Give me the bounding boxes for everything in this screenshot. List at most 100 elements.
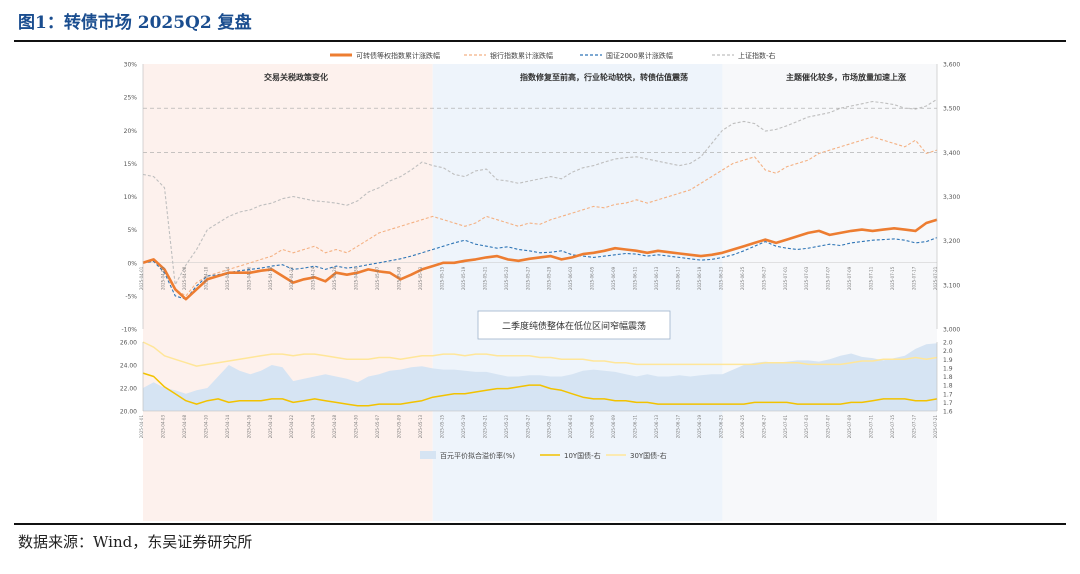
series-10y-line — [142, 372, 938, 407]
x-tick-label: 2025-06-19 — [697, 266, 702, 290]
bottom-x-tick-label: 2025-04-16 — [246, 415, 251, 439]
right-tick-label: 3,000 — [943, 327, 960, 334]
phase-1-background — [143, 64, 433, 521]
x-tick-label: 2025-06-13 — [654, 266, 659, 290]
bottom-x-tick-label: 2025-07-11 — [869, 415, 874, 439]
x-tick-label: 2025-07-07 — [826, 266, 831, 290]
source-note: 数据来源：Wind，东吴证券研究所 — [18, 533, 253, 551]
legend-label-bank-index: 银行指数累计涨跌幅 — [490, 51, 553, 60]
annotation-phase-1: 交易关税政策变化 — [264, 72, 328, 82]
bottom-x-tick-label: 2025-04-10 — [203, 415, 208, 439]
bottom-x-tick-label: 2025-05-07 — [375, 415, 380, 439]
bottom-series — [142, 341, 938, 411]
left-tick-label: 0% — [127, 260, 137, 267]
legend-label-shanghai: 上证指数-右 — [738, 51, 776, 60]
legend-top: 可转债等权指数累计涨跌幅 银行指数累计涨跌幅 国证2000累计涨跌幅 上证指数-… — [330, 51, 776, 60]
x-tick-label: 2025-04-18 — [268, 266, 273, 290]
bottom-x-tick-label: 2025-04-28 — [332, 415, 337, 439]
annotation-bond-text: 二季度纯债整体在低位区间窄幅震荡 — [502, 320, 646, 332]
left-tick-label: 20% — [124, 128, 138, 135]
series-30y-line — [142, 341, 938, 367]
bottom-right-tick-label: 1.8 — [943, 383, 953, 390]
x-tick-label: 2025-04-03 — [160, 266, 165, 290]
x-tick-label: 2025-07-15 — [890, 266, 895, 290]
x-tick-label: 2025-07-21 — [933, 266, 938, 290]
x-tick-label: 2025-06-23 — [718, 266, 723, 290]
x-tick-label: 2025-05-07 — [375, 266, 380, 290]
right-tick-label: 3,200 — [943, 238, 960, 245]
bottom-left-tick-label: 26.00 — [120, 340, 137, 347]
bottom-x-tick-label: 2025-05-15 — [439, 415, 444, 439]
x-tick-label: 2025-05-15 — [439, 266, 444, 290]
phase-2-background — [432, 64, 723, 521]
left-tick-label: 30% — [124, 62, 138, 69]
right-tick-label: 3,500 — [943, 106, 960, 113]
bottom-x-tick-label: 2025-07-01 — [783, 415, 788, 439]
bottom-x-axis-labels: 2025-04-01 2025-04-03 2025-04-08 2025-04-10… — [139, 415, 938, 439]
x-tick-label: 2025-05-27 — [525, 266, 530, 290]
bottom-x-tick-label: 2025-07-21 — [933, 415, 938, 439]
legend-label-30y: 30Y国债-右 — [630, 451, 667, 460]
phase-3-background — [722, 64, 937, 521]
annotation-phase-2: 指数修复至前高，行业轮动较快，转债估值震荡 — [520, 72, 688, 82]
chart: -10% -5% 0% 5% 10% 15% 20% 25% 30% 3,000 3,100 3,20… — [120, 51, 960, 521]
bottom-x-tick-label: 2025-07-17 — [912, 415, 917, 439]
legend-label-csi2000: 国证2000累计涨跌幅 — [606, 51, 673, 60]
bottom-rule — [14, 523, 1066, 525]
left-tick-label: 25% — [124, 95, 138, 102]
bottom-left-tick-label: 24.00 — [120, 363, 137, 370]
x-tick-label: 2025-05-09 — [397, 266, 402, 290]
x-tick-label: 2025-07-17 — [912, 266, 917, 290]
series-csi2000-line — [142, 237, 938, 300]
x-tick-label: 2025-07-03 — [804, 266, 809, 290]
bottom-x-tick-label: 2025-04-22 — [289, 415, 294, 439]
series-bank-index-line — [142, 136, 938, 297]
x-tick-label: 2025-05-13 — [418, 266, 423, 290]
x-tick-label: 2025-05-19 — [461, 266, 466, 290]
bottom-x-tick-label: 2025-04-30 — [354, 415, 359, 439]
left-tick-label: 15% — [124, 161, 138, 168]
bottom-x-tick-label: 2025-06-25 — [740, 415, 745, 439]
bottom-x-tick-label: 2025-06-03 — [568, 415, 573, 439]
x-tick-label: 2025-04-30 — [354, 266, 359, 290]
legend-label-10y: 10Y国债-右 — [564, 451, 601, 460]
series-shanghai-line — [142, 98, 938, 286]
right-tick-label: 3,400 — [943, 150, 960, 157]
legend-label-premium: 百元平价拟合溢价率(%) — [440, 451, 515, 460]
bottom-x-tick-label: 2025-04-01 — [139, 415, 144, 439]
right-tick-label: 3,300 — [943, 194, 960, 201]
bottom-right-tick-label: 1.7 — [943, 400, 953, 407]
legend-swatch-premium — [420, 451, 436, 459]
x-tick-label: 2025-06-25 — [740, 266, 745, 290]
bottom-x-tick-label: 2025-04-18 — [268, 415, 273, 439]
bottom-x-tick-label: 2025-05-27 — [525, 415, 530, 439]
bottom-x-tick-label: 2025-07-07 — [826, 415, 831, 439]
x-tick-label: 2025-04-14 — [225, 266, 230, 290]
top-axes: -10% -5% 0% 5% 10% 15% 20% 25% 30% 3,000 3,100 3,20… — [121, 62, 960, 334]
x-tick-label: 2025-06-17 — [675, 266, 680, 290]
right-tick-label: 3,600 — [943, 62, 960, 69]
legend-label-cb-index: 可转债等权指数累计涨跌幅 — [356, 51, 440, 60]
x-tick-label: 2025-05-23 — [504, 266, 509, 290]
bottom-x-tick-label: 2025-04-24 — [311, 415, 316, 439]
bottom-x-tick-label: 2025-04-08 — [182, 415, 187, 439]
x-tick-label: 2025-04-22 — [289, 266, 294, 290]
bottom-x-tick-label: 2025-05-09 — [397, 415, 402, 439]
x-tick-label: 2025-07-09 — [847, 266, 852, 290]
bottom-x-tick-label: 2025-05-21 — [482, 415, 487, 439]
left-tick-label: -5% — [125, 293, 137, 300]
bottom-right-tick-label: 1.7 — [943, 391, 953, 398]
bottom-right-tick-label: 2.0 — [943, 340, 953, 347]
left-tick-label: 10% — [124, 194, 138, 201]
x-tick-label: 2025-07-11 — [869, 266, 874, 290]
left-tick-label: -10% — [121, 327, 137, 334]
bottom-x-tick-label: 2025-05-29 — [547, 415, 552, 439]
x-tick-label: 2025-04-24 — [311, 266, 316, 290]
x-tick-label: 2025-04-01 — [139, 266, 144, 290]
x-tick-label: 2025-05-21 — [482, 266, 487, 290]
bottom-axes: 20.0022.0024.0026.001.61.71.71.81.81.91.… — [120, 340, 953, 416]
annotation-phase-3: 主题催化较多，市场放量加速上涨 — [786, 72, 906, 82]
x-tick-label: 2025-05-29 — [547, 266, 552, 290]
bottom-x-tick-label: 2025-06-19 — [697, 415, 702, 439]
bottom-x-tick-label: 2025-06-27 — [761, 415, 766, 439]
